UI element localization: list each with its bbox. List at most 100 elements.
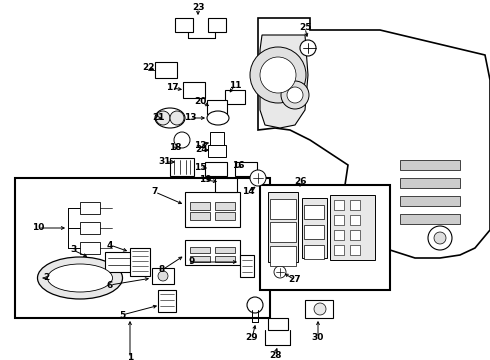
- Bar: [260, 185, 390, 290]
- Circle shape: [281, 81, 309, 109]
- Bar: [130, 248, 150, 276]
- Bar: [210, 132, 224, 150]
- Bar: [207, 100, 227, 114]
- Bar: [268, 192, 298, 262]
- Text: 23: 23: [192, 4, 204, 13]
- Bar: [208, 145, 226, 157]
- Bar: [15, 178, 270, 318]
- Bar: [304, 225, 324, 239]
- Bar: [400, 178, 460, 188]
- Text: 29: 29: [245, 333, 258, 342]
- Bar: [185, 192, 240, 227]
- Text: 28: 28: [269, 351, 281, 360]
- Bar: [215, 247, 235, 253]
- Bar: [190, 256, 210, 262]
- Bar: [334, 245, 344, 255]
- Circle shape: [250, 47, 306, 103]
- Text: 26: 26: [294, 177, 306, 186]
- Bar: [350, 215, 360, 225]
- Bar: [105, 252, 133, 272]
- Bar: [330, 195, 375, 260]
- Bar: [190, 202, 210, 210]
- Circle shape: [247, 297, 263, 313]
- Text: 5: 5: [119, 310, 125, 320]
- Bar: [205, 162, 227, 176]
- Text: 4: 4: [107, 240, 113, 249]
- Text: 30: 30: [312, 333, 324, 342]
- Bar: [225, 90, 245, 104]
- Bar: [170, 158, 194, 176]
- Bar: [350, 230, 360, 240]
- Text: 2: 2: [43, 274, 49, 283]
- Text: 1: 1: [127, 354, 133, 360]
- Bar: [400, 214, 460, 224]
- Bar: [175, 18, 193, 32]
- Bar: [215, 202, 235, 210]
- Text: 11: 11: [229, 81, 241, 90]
- Ellipse shape: [38, 257, 122, 299]
- Bar: [185, 240, 240, 265]
- Bar: [400, 160, 460, 170]
- Text: 8: 8: [159, 266, 165, 274]
- Bar: [305, 300, 333, 318]
- Text: 12: 12: [194, 140, 206, 149]
- Bar: [158, 290, 176, 312]
- Bar: [152, 268, 174, 284]
- Circle shape: [174, 132, 190, 148]
- Text: 31: 31: [159, 158, 171, 166]
- Bar: [350, 200, 360, 210]
- Text: 6: 6: [107, 280, 113, 289]
- Bar: [334, 200, 344, 210]
- Bar: [155, 62, 177, 78]
- Bar: [270, 222, 296, 242]
- Text: 7: 7: [152, 188, 158, 197]
- Circle shape: [156, 111, 170, 125]
- Ellipse shape: [155, 108, 185, 128]
- Text: 17: 17: [166, 84, 178, 93]
- Circle shape: [274, 266, 286, 278]
- Bar: [270, 246, 296, 266]
- Bar: [80, 242, 100, 254]
- Text: 27: 27: [289, 275, 301, 284]
- Bar: [208, 18, 226, 32]
- Bar: [304, 205, 324, 219]
- Bar: [334, 215, 344, 225]
- Circle shape: [158, 271, 168, 281]
- Bar: [350, 245, 360, 255]
- Polygon shape: [258, 18, 490, 258]
- Bar: [215, 212, 235, 220]
- Bar: [215, 178, 237, 192]
- Text: 10: 10: [32, 224, 44, 233]
- Circle shape: [260, 57, 296, 93]
- Text: 19: 19: [198, 175, 211, 184]
- Bar: [304, 245, 324, 259]
- Bar: [215, 256, 235, 262]
- Bar: [183, 82, 205, 98]
- Text: 14: 14: [242, 188, 254, 197]
- Text: 20: 20: [194, 98, 206, 107]
- Circle shape: [428, 226, 452, 250]
- Text: 22: 22: [142, 63, 154, 72]
- Text: 15: 15: [194, 163, 206, 172]
- Text: 25: 25: [299, 23, 311, 32]
- Ellipse shape: [48, 264, 113, 292]
- Bar: [190, 247, 210, 253]
- Circle shape: [287, 87, 303, 103]
- Bar: [235, 162, 257, 176]
- Text: 3: 3: [70, 246, 76, 255]
- Bar: [400, 196, 460, 206]
- Text: 13: 13: [184, 113, 196, 122]
- Circle shape: [300, 40, 316, 56]
- Circle shape: [250, 170, 266, 186]
- Bar: [240, 255, 254, 277]
- Text: 16: 16: [232, 161, 244, 170]
- Bar: [80, 222, 100, 234]
- Ellipse shape: [207, 111, 229, 125]
- Circle shape: [170, 111, 184, 125]
- Circle shape: [314, 303, 326, 315]
- Text: 21: 21: [152, 113, 164, 122]
- Bar: [302, 198, 327, 258]
- Bar: [268, 318, 288, 330]
- Bar: [190, 212, 210, 220]
- Text: 18: 18: [169, 144, 181, 153]
